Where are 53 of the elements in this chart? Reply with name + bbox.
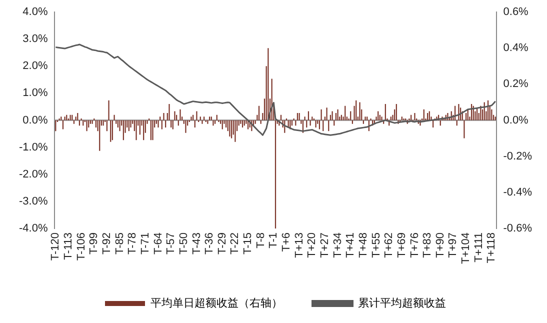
x-tick-label: T-71 (139, 232, 152, 255)
x-tick-label: T-120 (50, 232, 62, 261)
x-tick-label: T+69 (396, 232, 408, 258)
legend-label: 累计平均超额收益 (358, 296, 446, 310)
x-tick-label: T+104 (460, 232, 472, 264)
y-tick-label: -3.0% (18, 195, 48, 208)
x-tick-label: T-22 (229, 232, 242, 255)
y2-tick-label: -0.6% (503, 222, 532, 235)
x-tick-label: T+48 (357, 232, 370, 258)
x-tick-label: T-85 (114, 232, 126, 255)
x-tick-label: T+62 (383, 232, 396, 258)
x-tick-label: T+55 (370, 232, 382, 258)
y-tick-label: -1.0% (18, 141, 48, 154)
x-tick-label: T-43 (190, 232, 203, 255)
y-tick-label: 1.0% (22, 87, 48, 100)
y-tick-label: -4.0% (18, 222, 48, 235)
x-tick-label: T-8 (254, 232, 267, 248)
x-tick-label: T-57 (165, 232, 178, 255)
x-tick-label: T+111 (472, 232, 485, 262)
x-tick-label: T+83 (422, 232, 434, 258)
x-tick-label: T-113 (62, 232, 75, 260)
x-tick-label: T+6 (280, 232, 293, 252)
x-tick-label: T+76 (408, 232, 421, 258)
x-tick-label: T-64 (152, 232, 164, 255)
x-tick-label: T+13 (293, 232, 306, 258)
y2-tick-label: -0.4% (503, 186, 532, 198)
x-tick-label: T-99 (88, 232, 100, 255)
x-tick-label: T-50 (178, 232, 190, 255)
x-tick-label: T-15 (242, 232, 254, 255)
x-tick-label: T+90 (434, 232, 446, 258)
x-tick-label: T+20 (306, 232, 318, 258)
x-tick-label: T-78 (126, 232, 139, 255)
x-tick-label: T-92 (100, 232, 113, 255)
x-tick-label: T+34 (332, 232, 344, 258)
y-tick-label: 4.0% (22, 6, 48, 18)
y2-tick-label: 0.2% (503, 78, 529, 90)
x-tick-label: T-1 (268, 232, 280, 248)
y2-tick-label: 0.0% (503, 114, 529, 126)
y2-tick-label: 0.6% (503, 6, 529, 18)
x-tick-label: T-36 (204, 232, 216, 255)
y-tick-label: 0.0% (22, 114, 48, 126)
y-tick-label: 3.0% (22, 33, 48, 46)
y2-tick-label: -0.2% (503, 150, 532, 162)
legend-label: 平均单日超额收益（右轴） (150, 296, 282, 310)
y-tick-label: 2.0% (22, 60, 48, 72)
x-tick-label: T+27 (318, 232, 331, 258)
y2-tick-label: 0.4% (503, 42, 529, 54)
y-tick-label: -2.0% (18, 168, 48, 180)
x-tick-label: T+118 (486, 232, 498, 264)
x-tick-label: T-29 (216, 232, 228, 255)
x-tick-label: T+41 (344, 232, 357, 258)
x-tick-label: T+97 (447, 232, 460, 258)
x-tick-label: T-106 (75, 232, 88, 261)
